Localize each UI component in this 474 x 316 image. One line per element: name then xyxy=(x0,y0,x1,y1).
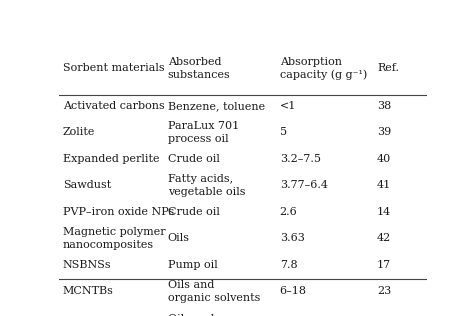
Text: PVP–iron oxide NPs: PVP–iron oxide NPs xyxy=(63,207,174,217)
Text: Magnetic polymer
nanocomposites: Magnetic polymer nanocomposites xyxy=(63,227,165,250)
Text: 38: 38 xyxy=(377,101,391,111)
Text: Fatty acids,
vegetable oils: Fatty acids, vegetable oils xyxy=(168,174,245,197)
Text: Crude oil: Crude oil xyxy=(168,154,219,164)
Text: Crude oil: Crude oil xyxy=(168,207,219,217)
Text: Sawdust: Sawdust xyxy=(63,180,111,190)
Text: 6–18: 6–18 xyxy=(280,287,307,296)
Text: Absorption
capacity (g g⁻¹): Absorption capacity (g g⁻¹) xyxy=(280,57,367,80)
Text: <1: <1 xyxy=(280,101,296,111)
Text: 17: 17 xyxy=(377,260,391,270)
Text: MCNTBs: MCNTBs xyxy=(63,287,114,296)
Text: Pump oil: Pump oil xyxy=(168,260,218,270)
Text: Activated carbons: Activated carbons xyxy=(63,101,164,111)
Text: 3.77–6.4: 3.77–6.4 xyxy=(280,180,328,190)
Text: Absorbed
substances: Absorbed substances xyxy=(168,57,230,80)
Text: 40: 40 xyxy=(377,154,391,164)
Text: 7.8: 7.8 xyxy=(280,260,297,270)
Text: 39: 39 xyxy=(377,127,391,137)
Text: 3.63: 3.63 xyxy=(280,234,304,243)
Text: Oils: Oils xyxy=(168,234,190,243)
Text: ParaLux 701
process oil: ParaLux 701 process oil xyxy=(168,121,239,143)
Text: 14: 14 xyxy=(377,207,391,217)
Text: Oils and
organic solvents: Oils and organic solvents xyxy=(168,280,260,303)
Text: 5: 5 xyxy=(280,127,287,137)
Text: Zolite: Zolite xyxy=(63,127,95,137)
Text: Expanded perlite: Expanded perlite xyxy=(63,154,159,164)
Text: 23: 23 xyxy=(377,287,391,296)
Text: Sorbent materials: Sorbent materials xyxy=(63,63,164,73)
Text: 2.6: 2.6 xyxy=(280,207,297,217)
Text: Benzene, toluene: Benzene, toluene xyxy=(168,101,265,111)
Text: 42: 42 xyxy=(377,234,391,243)
Text: Ref.: Ref. xyxy=(377,63,399,73)
Text: 41: 41 xyxy=(377,180,391,190)
Text: 3.2–7.5: 3.2–7.5 xyxy=(280,154,320,164)
Text: Oils and
organic solvents: Oils and organic solvents xyxy=(168,314,260,316)
Text: NSBNSs: NSBNSs xyxy=(63,260,111,270)
